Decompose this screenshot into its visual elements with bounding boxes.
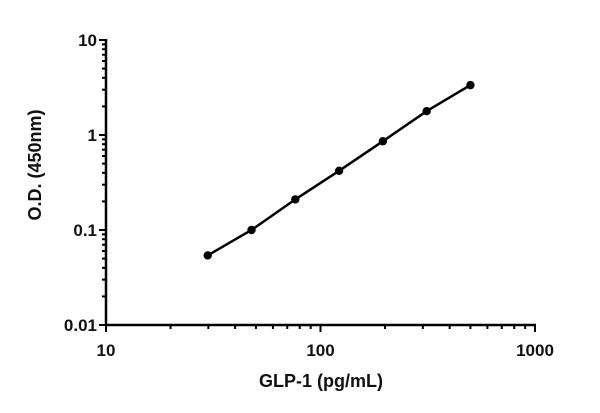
x-tick-label: 100 bbox=[306, 341, 334, 360]
data-point-marker bbox=[466, 80, 475, 90]
x-axis bbox=[105, 323, 536, 332]
data-series bbox=[203, 80, 475, 260]
x-tick-label: 1000 bbox=[516, 341, 554, 360]
data-point-marker bbox=[378, 137, 388, 146]
x-axis-title: GLP-1 (pg/mL) bbox=[259, 371, 383, 391]
data-point-marker bbox=[203, 251, 212, 260]
data-point-marker bbox=[291, 195, 300, 204]
y-tick-labels: 0.01 0.1 1 10 bbox=[64, 31, 97, 335]
x-tick-labels: 10 100 1000 bbox=[97, 341, 554, 360]
y-axis bbox=[99, 39, 108, 326]
y-tick-label: 0.1 bbox=[73, 221, 97, 240]
data-point-marker bbox=[247, 225, 256, 235]
x-tick-label: 10 bbox=[97, 341, 116, 360]
y-tick-label: 10 bbox=[78, 31, 97, 50]
y-tick-label: 1 bbox=[88, 126, 97, 145]
y-axis-title: O.D. (450nm) bbox=[25, 109, 45, 220]
data-point-marker bbox=[422, 107, 431, 116]
y-tick-label: 0.01 bbox=[64, 316, 97, 335]
data-point-marker bbox=[334, 166, 344, 175]
